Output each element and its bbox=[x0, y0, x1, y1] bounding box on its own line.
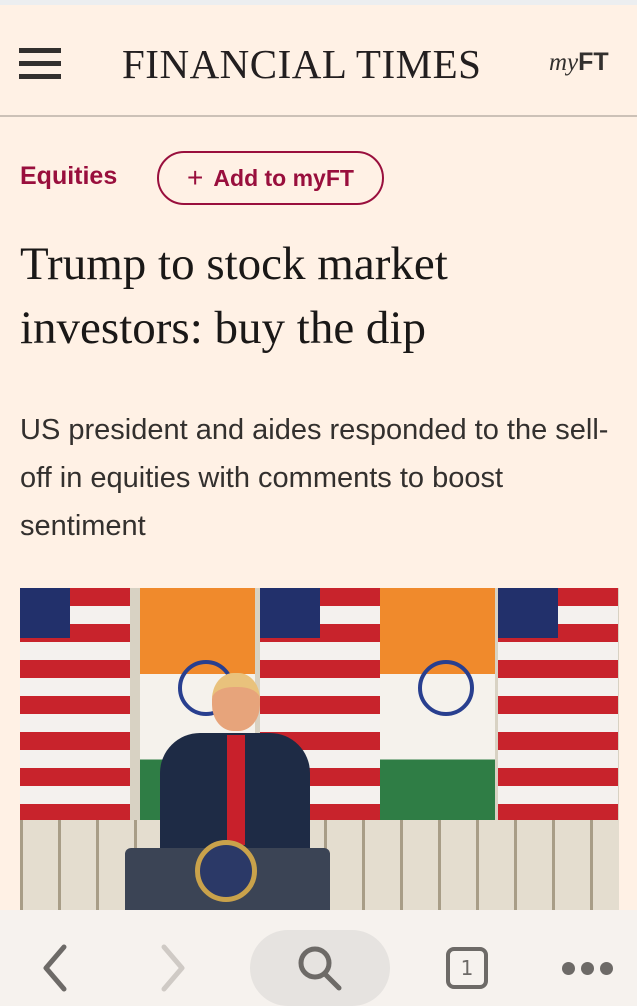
add-to-myft-label: Add to myFT bbox=[213, 164, 354, 191]
more-button[interactable] bbox=[555, 930, 620, 1006]
back-icon bbox=[43, 944, 67, 992]
presidential-seal bbox=[195, 840, 257, 902]
myft-my: my bbox=[549, 49, 579, 76]
search-icon bbox=[298, 946, 342, 991]
forward-icon bbox=[161, 944, 185, 992]
us-flag bbox=[20, 588, 130, 848]
myft-ft: FT bbox=[578, 48, 609, 76]
add-to-myft-button[interactable]: + Add to myFT bbox=[157, 151, 384, 205]
standfirst: US president and aides responded to the … bbox=[20, 414, 609, 542]
india-flag bbox=[380, 588, 495, 848]
status-strip bbox=[0, 0, 637, 5]
us-flag bbox=[498, 588, 618, 848]
article-image bbox=[20, 588, 619, 910]
forward-button[interactable] bbox=[148, 930, 198, 1006]
tabs-icon: 1 bbox=[446, 947, 488, 989]
ft-logo[interactable]: FINANCIAL TIMES bbox=[122, 41, 482, 87]
menu-icon[interactable] bbox=[19, 48, 61, 80]
tabs-button[interactable]: 1 bbox=[440, 930, 494, 1006]
more-icon bbox=[562, 961, 613, 975]
headline: Trump to stock market investors: buy the… bbox=[20, 238, 448, 354]
topic-link[interactable]: Equities bbox=[20, 162, 118, 190]
plus-icon: + bbox=[187, 162, 204, 193]
browser-toolbar: 1 bbox=[0, 910, 637, 1006]
site-header: FINANCIAL TIMES myFT bbox=[0, 5, 637, 117]
tab-count: 1 bbox=[460, 956, 474, 980]
search-button[interactable] bbox=[250, 930, 390, 1006]
myft-link[interactable]: myFT bbox=[549, 47, 609, 77]
back-button[interactable] bbox=[30, 930, 80, 1006]
